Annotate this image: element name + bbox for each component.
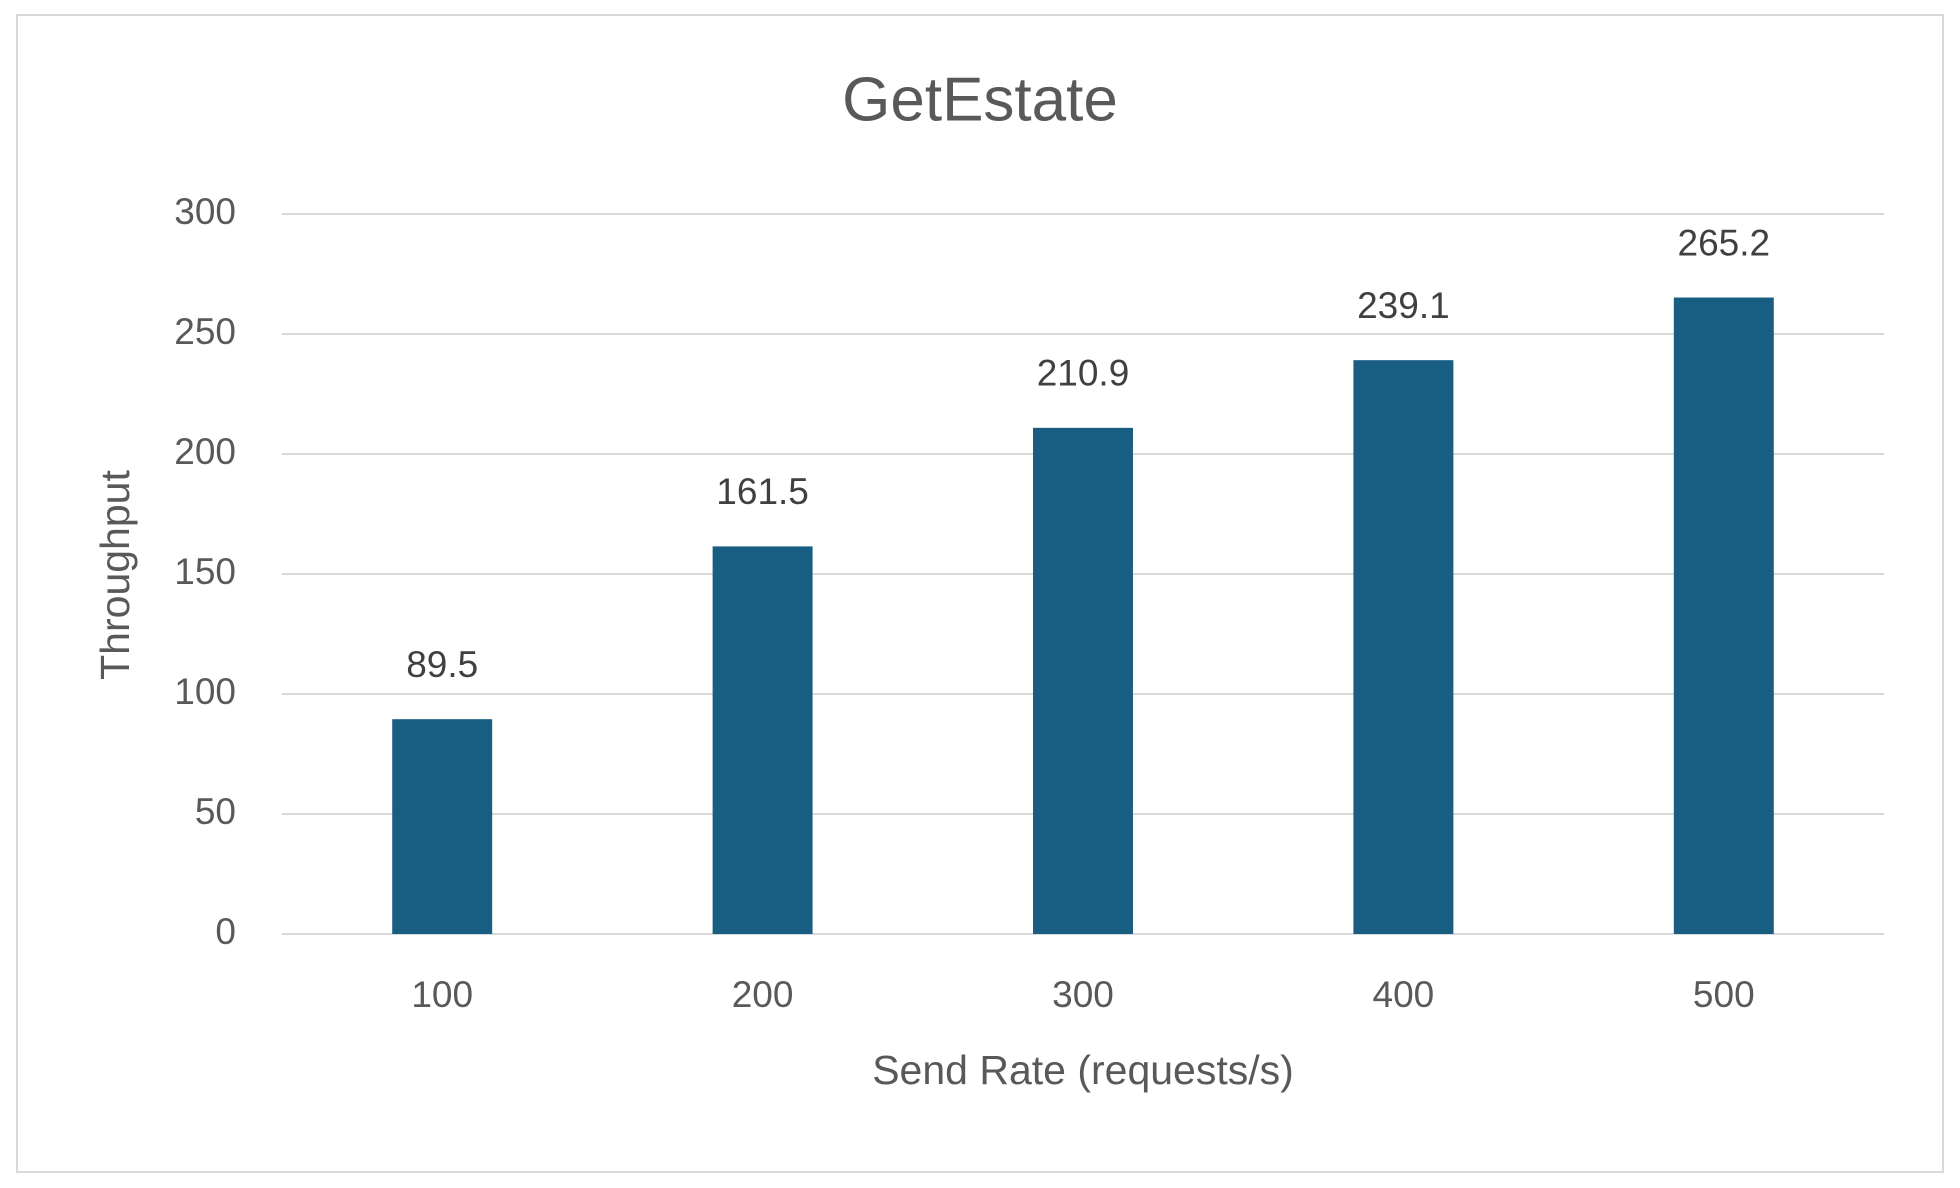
data-label: 265.2 [1678,222,1771,263]
data-label: 210.9 [1037,353,1130,394]
y-tick-label: 150 [174,551,236,592]
x-tick-label: 300 [1052,974,1114,1015]
bar [712,546,813,934]
x-tick-label: 400 [1373,974,1435,1015]
y-tick-label: 100 [174,671,236,712]
y-tick-label: 0 [215,911,236,952]
data-label: 239.1 [1357,285,1450,326]
x-axis-title: Send Rate (requests/s) [872,1047,1294,1093]
data-label: 161.5 [716,471,809,512]
chart-title: GetEstate [842,65,1118,134]
bar [1353,360,1454,934]
y-tick-label: 50 [195,791,236,832]
bar [392,719,493,934]
chart-border [16,14,1944,1173]
y-tick-label: 200 [174,431,236,472]
y-tick-label: 300 [174,191,236,232]
x-tick-label: 100 [411,974,473,1015]
x-tick-label: 200 [732,974,794,1015]
y-tick-label: 250 [174,311,236,352]
bar [1033,427,1133,934]
x-tick-label: 500 [1693,974,1755,1015]
data-label: 89.5 [406,644,478,685]
y-axis-title: Throughput [92,470,138,680]
bar [1673,297,1774,934]
